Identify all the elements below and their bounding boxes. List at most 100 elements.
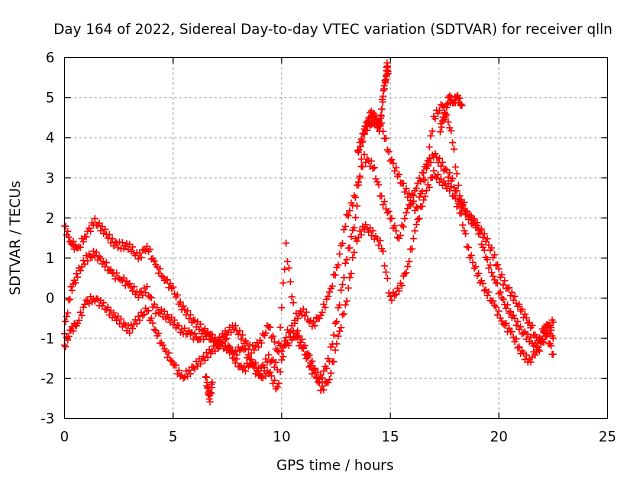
data-point [185, 315, 193, 323]
data-point [388, 296, 396, 304]
data-point [444, 173, 452, 181]
data-point [191, 330, 199, 338]
data-point [79, 303, 87, 311]
data-point [71, 279, 79, 287]
data-point [428, 127, 436, 135]
data-point [354, 181, 362, 189]
data-point [531, 351, 539, 359]
data-point [272, 358, 280, 366]
data-point [514, 344, 522, 352]
data-point [444, 118, 452, 126]
data-point [268, 357, 276, 365]
data-point [318, 382, 326, 390]
data-point [62, 222, 70, 230]
data-point [369, 227, 377, 235]
data-point [74, 273, 82, 281]
y-tick-label: 0 [46, 291, 55, 307]
data-point [231, 359, 239, 367]
series-trace-a [61, 150, 557, 378]
data-point [68, 286, 76, 294]
data-point [441, 110, 449, 118]
data-point [459, 221, 467, 229]
data-point [495, 265, 503, 273]
data-point [126, 279, 134, 287]
data-point [291, 319, 299, 327]
data-point [434, 109, 442, 117]
data-point [66, 295, 74, 303]
data-point [298, 335, 306, 343]
data-point [336, 327, 344, 335]
data-point [457, 100, 465, 108]
data-point [92, 248, 100, 256]
data-point [375, 241, 383, 249]
data-point [379, 247, 387, 255]
data-point [388, 214, 396, 222]
data-point [311, 322, 319, 330]
data-point [65, 296, 73, 304]
data-point [321, 303, 329, 311]
data-point [412, 221, 420, 229]
data-point [457, 209, 465, 217]
data-point [506, 307, 514, 315]
series-trace-d [354, 59, 392, 156]
data-point [262, 355, 270, 363]
data-point [492, 261, 500, 269]
data-point [340, 310, 348, 318]
data-point [381, 262, 389, 270]
series-trace-e [436, 91, 466, 136]
data-point [334, 332, 342, 340]
data-point [169, 283, 177, 291]
data-point [402, 269, 410, 277]
data-point [310, 318, 318, 326]
data-point [231, 322, 239, 330]
data-point [346, 274, 354, 282]
data-point [255, 343, 263, 351]
data-point [253, 367, 261, 375]
data-point [472, 263, 480, 271]
data-point [469, 258, 477, 266]
data-point [134, 293, 142, 301]
data-point [453, 187, 461, 195]
data-point [341, 301, 349, 309]
data-point [512, 335, 520, 343]
data-point [359, 163, 367, 171]
data-point [375, 127, 383, 135]
data-point [317, 371, 325, 379]
data-point [418, 202, 426, 210]
data-point [150, 257, 158, 265]
data-point [270, 376, 278, 384]
data-point [392, 227, 400, 235]
data-point [346, 244, 354, 252]
data-point [451, 194, 459, 202]
data-point [515, 300, 523, 308]
data-point [441, 109, 449, 117]
data-point [392, 164, 400, 172]
data-point [344, 284, 352, 292]
data-point [227, 347, 235, 355]
x-tick-label: 5 [169, 430, 178, 446]
data-point [402, 185, 410, 193]
data-point [440, 177, 448, 185]
data-point [156, 265, 164, 273]
data-point [450, 145, 458, 153]
data-point [175, 366, 183, 374]
data-point [383, 274, 391, 282]
data-point [325, 288, 333, 296]
data-point [352, 193, 360, 201]
data-point [357, 231, 365, 239]
data-point [549, 318, 557, 326]
data-point [242, 367, 249, 375]
data-point [268, 334, 276, 342]
data-point [488, 244, 496, 252]
data-point [64, 309, 72, 317]
data-point [505, 284, 513, 292]
data-point [168, 357, 176, 365]
data-point [166, 279, 174, 287]
data-point [249, 362, 257, 370]
data-point [163, 311, 171, 319]
data-point [294, 333, 302, 341]
data-point [302, 308, 310, 316]
x-tick-label: 10 [273, 430, 291, 446]
data-point [79, 238, 87, 246]
data-point [357, 155, 365, 163]
